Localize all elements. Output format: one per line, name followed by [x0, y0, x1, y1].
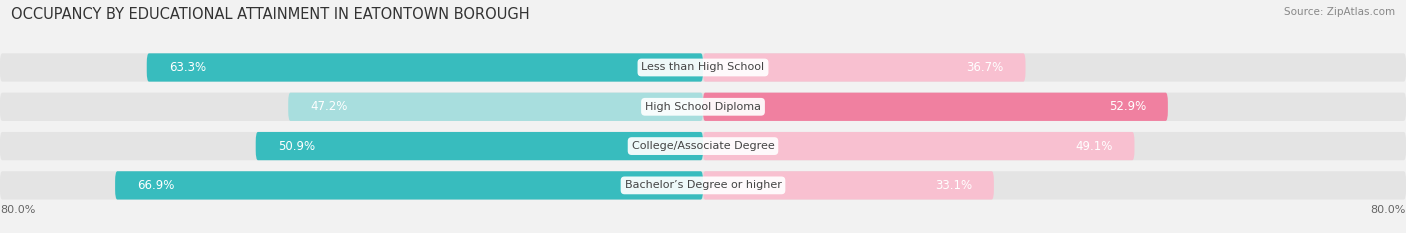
FancyBboxPatch shape	[0, 53, 1406, 82]
FancyBboxPatch shape	[115, 171, 703, 199]
FancyBboxPatch shape	[256, 132, 703, 160]
Text: Bachelor’s Degree or higher: Bachelor’s Degree or higher	[624, 180, 782, 190]
Text: 66.9%: 66.9%	[136, 179, 174, 192]
Text: Source: ZipAtlas.com: Source: ZipAtlas.com	[1284, 7, 1395, 17]
Text: College/Associate Degree: College/Associate Degree	[631, 141, 775, 151]
FancyBboxPatch shape	[0, 171, 1406, 199]
Text: 47.2%: 47.2%	[311, 100, 347, 113]
Text: 36.7%: 36.7%	[966, 61, 1004, 74]
Text: Less than High School: Less than High School	[641, 62, 765, 72]
FancyBboxPatch shape	[703, 53, 1025, 82]
Text: 49.1%: 49.1%	[1076, 140, 1112, 153]
FancyBboxPatch shape	[288, 93, 703, 121]
Text: 33.1%: 33.1%	[935, 179, 972, 192]
Text: 50.9%: 50.9%	[278, 140, 315, 153]
Text: High School Diploma: High School Diploma	[645, 102, 761, 112]
Text: OCCUPANCY BY EDUCATIONAL ATTAINMENT IN EATONTOWN BOROUGH: OCCUPANCY BY EDUCATIONAL ATTAINMENT IN E…	[11, 7, 530, 22]
FancyBboxPatch shape	[0, 93, 1406, 121]
FancyBboxPatch shape	[703, 132, 1135, 160]
FancyBboxPatch shape	[146, 53, 703, 82]
FancyBboxPatch shape	[703, 171, 994, 199]
Text: 63.3%: 63.3%	[169, 61, 205, 74]
Text: 80.0%: 80.0%	[0, 205, 35, 215]
FancyBboxPatch shape	[0, 132, 1406, 160]
Text: 80.0%: 80.0%	[1371, 205, 1406, 215]
Text: 52.9%: 52.9%	[1109, 100, 1146, 113]
FancyBboxPatch shape	[703, 93, 1168, 121]
